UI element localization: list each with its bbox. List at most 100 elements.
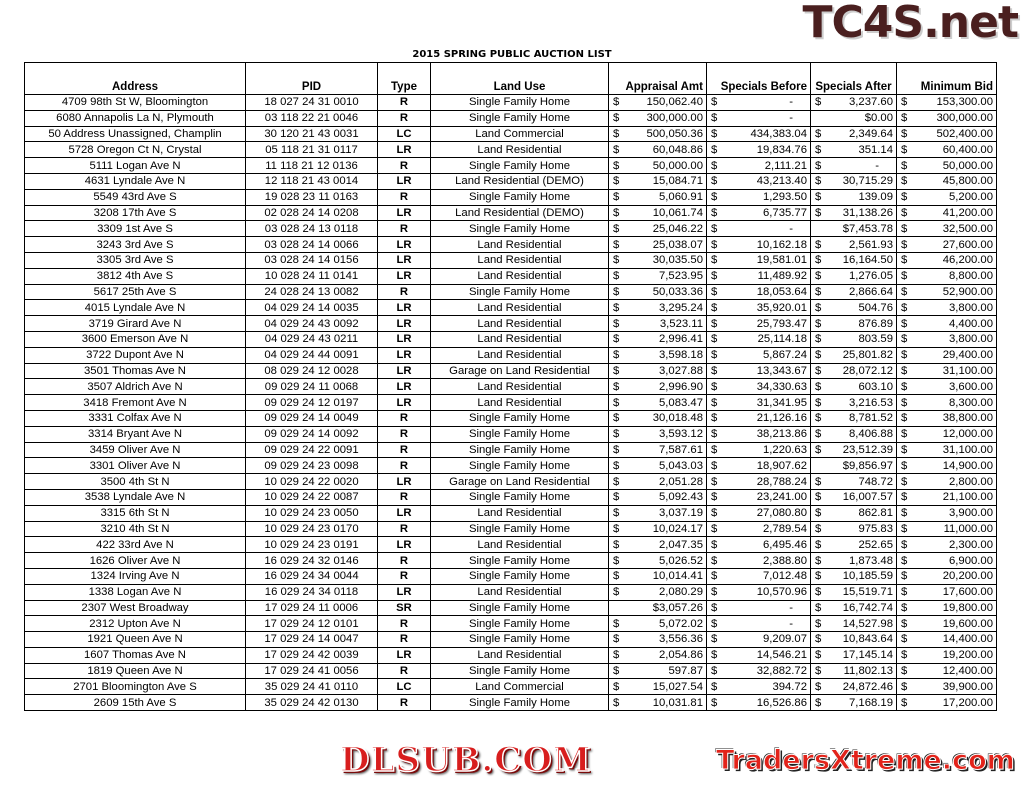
specials-before-cell: $ - [706,599,811,617]
currency-sign: $ [613,206,620,219]
currency-sign: $ [815,143,822,156]
specials-before-cell: $1,220.63 [706,441,811,459]
amount: 7,523.95 [659,270,703,283]
amount: 3,523.11 [659,317,703,330]
currency-sign: $ [711,254,718,267]
col-minimum-bid: Minimum Bid [896,62,997,95]
address-cell: 4015 Lyndale Ave N [24,299,246,317]
amount: 15,084.71 [652,175,703,188]
type-cell: LR [377,315,431,332]
address-cell: 4631 Lyndale Ave N [24,172,246,190]
type-cell: R [377,488,431,506]
specials-after-cell: $2,866.64 [810,283,897,301]
minimum-bid-cell: $32,500.00 [896,220,997,238]
table-row: 4015 Lyndale Ave N 04 029 24 14 0035 LR Lan… [24,299,997,317]
address-cell: 2312 Upton Ave N [24,615,246,633]
type-cell: LR [377,141,431,159]
type-cell: LR [377,330,431,348]
pid-cell: 10 029 24 22 0020 [245,473,378,490]
address-cell: 1607 Thomas Ave N [24,646,246,664]
amount-wrap: $27,600.00 [900,238,993,252]
dlsub-watermark: DLSUB.COM [339,739,592,781]
specials-after-cell: $139.09 [810,188,897,206]
amount-wrap: $2,054.86 [612,648,703,662]
currency-sign: $ [901,491,908,504]
amount: 139.09 [858,191,893,204]
specials-after-cell: $28,072.12 [810,362,897,380]
currency-sign: $ [901,601,908,614]
currency-sign: $ [711,428,718,441]
minimum-bid-cell: $46,200.00 [896,251,997,269]
currency-sign: $ [613,475,620,488]
amount-wrap: $21,126.16 [710,411,807,425]
amount: 3,800.00 [949,301,993,314]
amount: 25,038.07 [652,238,703,251]
type-cell: LR [377,473,431,490]
land-use-cell: Land Residential (DEMO) [430,204,609,222]
currency-sign: $ [711,522,718,535]
currency-sign: $ [613,586,620,599]
amount: $3,057.26 [652,601,703,614]
minimum-bid-cell: $21,100.00 [896,488,997,506]
amount: 3,900.00 [949,507,993,520]
appraisal-amt-cell: $5,092.43 [608,488,707,506]
table-row: 3500 4th St N 10 029 24 22 0020 LR Garage o… [24,473,997,490]
currency-sign: $ [901,222,908,235]
currency-sign: $ [901,396,908,409]
currency-sign: $ [901,112,908,125]
currency-sign: $ [901,127,908,140]
currency-sign: $ [613,396,620,409]
amount-wrap: $1,873.48 [814,554,893,568]
table-row: 3305 3rd Ave S 03 028 24 14 0156 LR Land Re… [24,251,997,269]
amount: 41,200.00 [942,206,993,219]
currency-sign: $ [901,317,908,330]
specials-after-cell: $23,512.39 [810,441,897,459]
amount-wrap: $19,581.01 [710,253,807,267]
amount-wrap: $862.81 [814,506,893,520]
currency-sign: $ [901,301,908,314]
land-use-cell: Land Residential [430,346,609,364]
minimum-bid-cell: $5,200.00 [896,188,997,206]
pid-cell: 17 029 24 14 0047 [245,631,378,648]
amount: 30,715.29 [842,175,893,188]
currency-sign: $ [815,349,822,362]
pid-cell: 35 029 24 41 0110 [245,678,378,696]
minimum-bid-cell: $31,100.00 [896,441,997,459]
appraisal-amt-cell: $15,027.54 [608,678,707,696]
pid-cell: 09 029 24 14 0049 [245,409,378,427]
amount-wrap: $10,061.74 [612,206,703,220]
table-row: 3243 3rd Ave S 03 028 24 14 0066 LR Land Re… [24,236,997,253]
type-cell: R [377,631,431,648]
amount: 5,867.24 [763,349,807,362]
appraisal-amt-cell: $2,047.35 [608,536,707,554]
currency-sign: $ [815,191,822,204]
table-row: 4631 Lyndale Ave N 12 118 21 43 0014 LR Lan… [24,172,997,190]
amount-wrap: $30,715.29 [814,174,893,188]
type-cell: R [377,94,431,111]
table-row: 3315 6th St N 10 029 24 23 0050 LR Land Res… [24,504,997,522]
specials-before-cell: $35,920.01 [706,299,811,317]
amount-wrap: $1,220.63 [710,443,807,457]
address-cell: 5111 Logan Ave N [24,157,246,174]
amount-wrap: $2,996.41 [612,332,703,346]
amount-wrap: $3,800.00 [900,332,993,346]
amount-wrap: $34,330.63 [710,380,807,394]
amount: 29,400.00 [942,349,993,362]
pid-cell: 04 029 24 43 0092 [245,315,378,332]
specials-after-cell: $3,237.60 [810,94,897,111]
amount: 2,349.64 [849,127,893,140]
land-use-cell: Land Residential [430,267,609,285]
address-cell: 5728 Oregon Ct N, Crystal [24,141,246,159]
land-use-cell: Single Family Home [430,488,609,506]
address-cell: 3600 Emerson Ave N [24,330,246,348]
minimum-bid-cell: $20,200.00 [896,567,997,585]
amount: 25,793.47 [756,317,807,330]
currency-sign: $ [901,96,908,109]
pid-cell: 10 029 24 23 0170 [245,520,378,538]
amount-wrap: $25,038.07 [612,238,703,252]
amount: $0.00 [864,112,893,125]
address-cell: 2701 Bloomington Ave S [24,678,246,696]
amount: 31,138.26 [842,206,893,219]
amount-wrap: $ - [710,222,807,236]
amount-wrap: $9,856.97 [814,459,893,473]
